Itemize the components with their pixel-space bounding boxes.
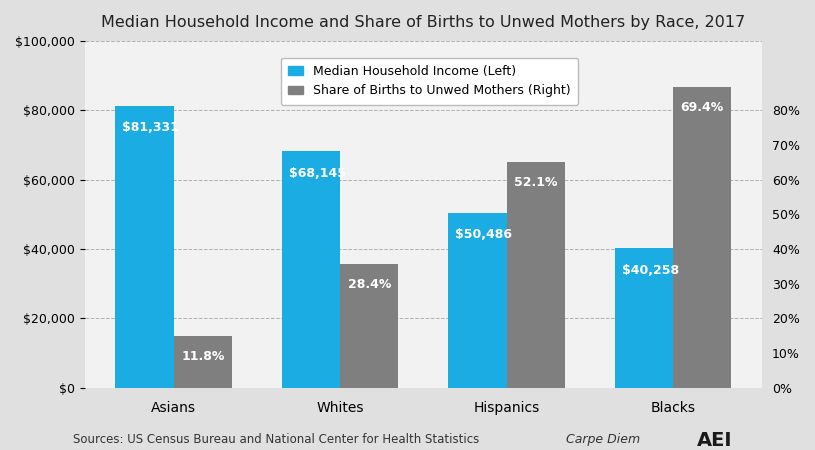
Text: 69.4%: 69.4% <box>681 101 724 114</box>
Bar <box>116 106 174 387</box>
Text: Sources: US Census Bureau and National Center for Health Statistics: Sources: US Census Bureau and National C… <box>73 433 479 446</box>
Bar <box>507 162 565 387</box>
Text: 28.4%: 28.4% <box>348 279 391 291</box>
Bar <box>673 87 732 387</box>
Text: 52.1%: 52.1% <box>514 176 557 189</box>
Text: Carpe Diem: Carpe Diem <box>566 433 641 446</box>
Bar <box>615 248 673 387</box>
Text: $40,258: $40,258 <box>622 264 679 277</box>
Bar <box>282 151 340 387</box>
Title: Median Household Income and Share of Births to Unwed Mothers by Race, 2017: Median Household Income and Share of Bir… <box>101 15 746 30</box>
Bar <box>174 337 232 387</box>
Text: 11.8%: 11.8% <box>181 350 224 363</box>
Bar <box>448 212 507 387</box>
Text: $50,486: $50,486 <box>456 228 513 241</box>
Text: AEI: AEI <box>697 432 733 450</box>
Text: $68,145: $68,145 <box>289 167 346 180</box>
Text: $81,331: $81,331 <box>122 121 179 134</box>
Legend: Median Household Income (Left), Share of Births to Unwed Mothers (Right): Median Household Income (Left), Share of… <box>280 58 578 105</box>
Bar <box>340 265 399 387</box>
